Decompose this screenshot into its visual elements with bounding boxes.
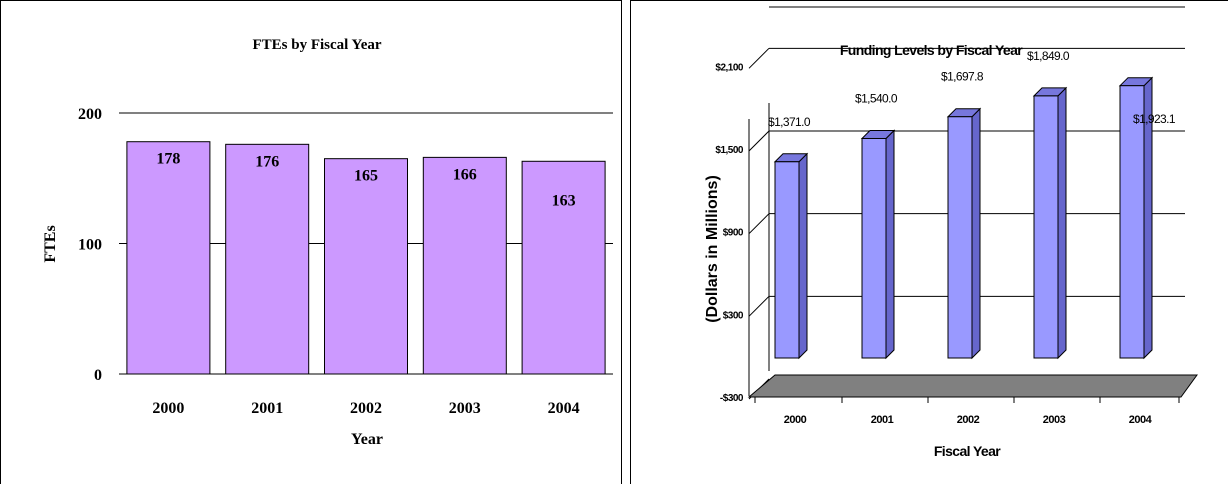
bar bbox=[861, 137, 887, 359]
x-axis-label: Fiscal Year bbox=[934, 443, 1001, 459]
data-label: $1,849.0 bbox=[1027, 49, 1070, 63]
data-label: 176 bbox=[255, 153, 279, 170]
bar bbox=[1119, 85, 1145, 359]
y-tick-label: $2,100 bbox=[715, 62, 744, 73]
bar bbox=[1033, 95, 1059, 359]
y-tick-label: 0 bbox=[94, 367, 102, 384]
bar bbox=[225, 143, 310, 375]
y-tick-label: $300 bbox=[723, 310, 744, 321]
y-tick-label: -$300 bbox=[720, 393, 744, 404]
data-label: $1,540.0 bbox=[855, 91, 898, 105]
x-tick-label: 2002 bbox=[957, 414, 980, 426]
bar-side bbox=[1057, 86, 1067, 360]
x-tick-label: 2001 bbox=[871, 414, 894, 426]
funding-chart: Funding Levels by Fiscal Year -$300 $300 $9… bbox=[704, 6, 1198, 459]
data-label: 163 bbox=[552, 192, 576, 209]
chart-title: Funding Levels by Fiscal Year bbox=[840, 42, 1023, 58]
y-axis-label: (Dollars in Millions) bbox=[704, 175, 721, 323]
fte-chart-panel: FTEs by Fiscal Year 0 100 200 178 2000 176 2001… bbox=[0, 0, 622, 484]
x-axis-label: Year bbox=[351, 431, 383, 448]
data-label: 166 bbox=[453, 166, 477, 183]
bar bbox=[324, 158, 408, 375]
y-tick-label: $1,500 bbox=[715, 145, 744, 156]
floor bbox=[747, 374, 1198, 398]
data-label: $1,923.1 bbox=[1133, 112, 1176, 126]
x-tick-label: 2000 bbox=[152, 400, 184, 417]
funding-chart-panel: Funding Levels by Fiscal Year -$300 $300 $9… bbox=[630, 0, 1228, 484]
data-label: 165 bbox=[354, 168, 378, 185]
bar bbox=[774, 161, 800, 359]
data-label: 178 bbox=[156, 151, 180, 168]
bar bbox=[947, 116, 973, 359]
y-tick-label: 100 bbox=[78, 237, 102, 254]
wall-slant bbox=[748, 47, 770, 69]
x-tick-label: 2001 bbox=[251, 400, 283, 417]
data-label: $1,697.8 bbox=[941, 70, 984, 84]
y-tick-label: 200 bbox=[78, 106, 102, 123]
x-tick-label: 2003 bbox=[1043, 414, 1066, 426]
wall-slant bbox=[748, 295, 770, 317]
wall-slant bbox=[748, 130, 770, 152]
x-tick-label: 2003 bbox=[449, 400, 481, 417]
y-tick-label: $900 bbox=[723, 228, 744, 239]
bar-side bbox=[798, 152, 808, 360]
bar bbox=[521, 160, 606, 375]
fte-chart: FTEs by Fiscal Year 0 100 200 178 2000 176 2001… bbox=[42, 37, 613, 448]
x-tick-label: 2004 bbox=[548, 400, 580, 417]
y-axis-label: FTEs bbox=[42, 225, 59, 262]
bar bbox=[422, 156, 507, 375]
bar bbox=[126, 141, 211, 375]
x-tick-label: 2000 bbox=[784, 414, 807, 426]
x-tick-label: 2004 bbox=[1129, 414, 1153, 426]
bar-side bbox=[971, 107, 981, 360]
chart-title: FTEs by Fiscal Year bbox=[252, 37, 381, 53]
wall-slant bbox=[748, 213, 770, 235]
x-tick-label: 2002 bbox=[350, 400, 382, 417]
bar-side bbox=[885, 129, 895, 360]
data-label: $1,371.0 bbox=[768, 115, 811, 129]
